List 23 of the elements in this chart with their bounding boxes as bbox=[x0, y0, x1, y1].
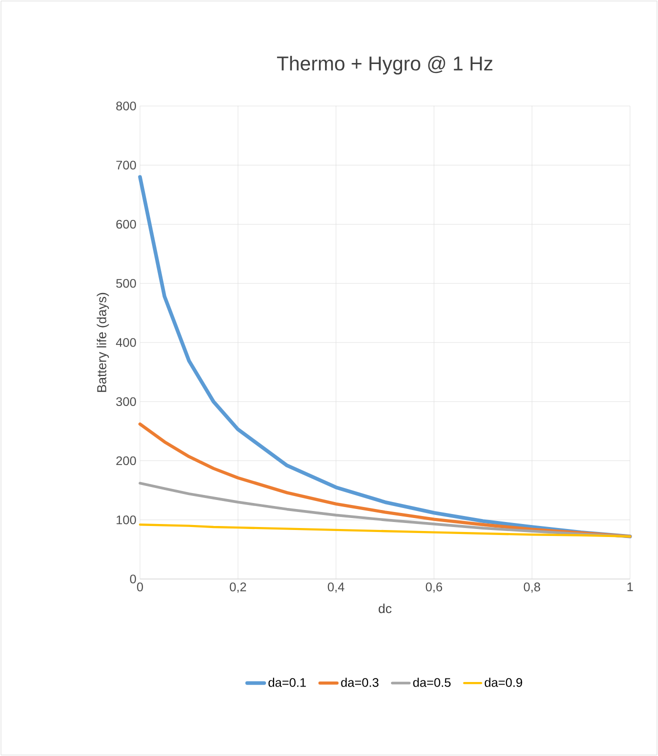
x-axis-title: dc bbox=[378, 604, 392, 614]
legend-label: da=0.3 bbox=[341, 678, 378, 687]
y-tick-label: 400 bbox=[116, 338, 136, 347]
x-tick-label: 0,4 bbox=[328, 582, 344, 593]
y-tick-label: 500 bbox=[116, 278, 136, 288]
x-tick-label: 0,2 bbox=[230, 582, 246, 593]
y-tick-label: 100 bbox=[116, 515, 136, 524]
line-series bbox=[138, 482, 632, 538]
x-tick-label: 0,6 bbox=[426, 582, 442, 593]
y-tick-label: 800 bbox=[116, 102, 136, 110]
legend-label: da=0.5 bbox=[413, 678, 451, 687]
legend-label: da=0.9 bbox=[484, 678, 522, 687]
y-tick-label: 700 bbox=[116, 160, 136, 170]
x-tick-label: 0 bbox=[137, 582, 143, 592]
y-tick-label: 0 bbox=[130, 574, 136, 584]
x-tick-label: 1 bbox=[627, 582, 633, 592]
y-axis-title: Battery life (days) bbox=[96, 292, 109, 392]
y-tick-label: 300 bbox=[116, 397, 136, 406]
y-tick-label: 200 bbox=[116, 456, 136, 466]
y-tick-label: 600 bbox=[116, 220, 136, 229]
chart-title: Thermo + Hygro @ 1 Hz bbox=[277, 56, 492, 75]
x-tick-label: 0,8 bbox=[524, 582, 540, 593]
legend-label: da=0.1 bbox=[268, 678, 306, 687]
